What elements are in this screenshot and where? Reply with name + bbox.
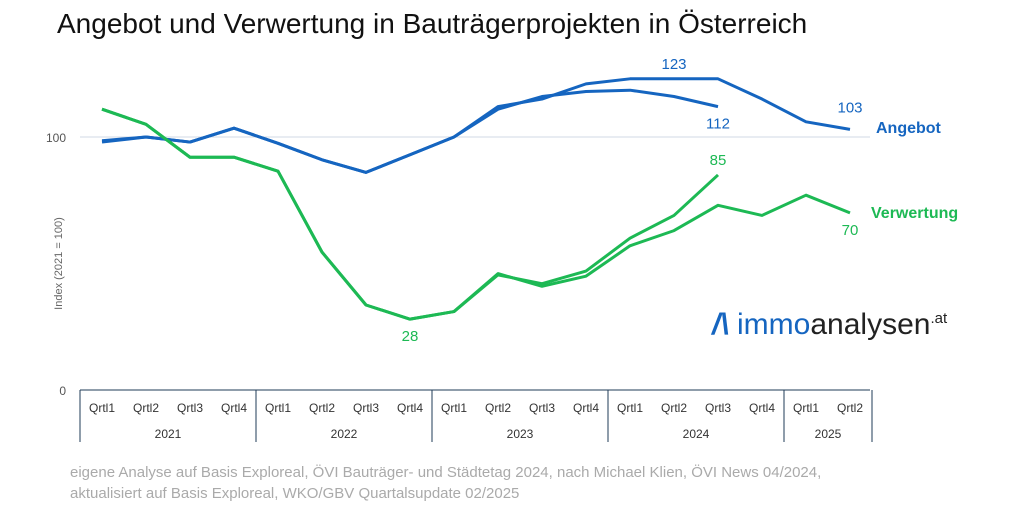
x-tick-label: Qrtl2 [661, 401, 687, 415]
x-tick-label: Qrtl2 [485, 401, 511, 415]
y-axis-label: Index (2021 = 100) [53, 217, 65, 310]
data-label: 28 [402, 328, 419, 345]
x-tick-label: Qrtl1 [617, 401, 643, 415]
year-label: 2021 [155, 427, 182, 441]
x-tick-label: Qrtl2 [133, 401, 159, 415]
series-line [101, 88, 719, 174]
x-tick-label: Qrtl3 [529, 401, 555, 415]
logo: /\ immoanalysen.at [712, 308, 947, 342]
data-label: 123 [661, 56, 686, 73]
x-tick-label: Qrtl1 [441, 401, 467, 415]
x-tick-label: Qrtl4 [573, 401, 599, 415]
logo-text-main: immo [737, 308, 811, 341]
x-tick-label: Qrtl4 [221, 401, 247, 415]
series-name-label: Verwertung [871, 205, 958, 222]
logo-mark: /\ [712, 308, 729, 341]
x-tick-label: Qrtl1 [265, 401, 291, 415]
source-line: aktualisiert auf Basis Exploreal, WKO/GB… [70, 485, 520, 502]
y-tick-label: 100 [46, 131, 66, 145]
x-tick-label: Qrtl3 [353, 401, 379, 415]
data-label: 112 [706, 116, 730, 133]
data-label: 103 [837, 99, 862, 116]
series-name-label: Angebot [876, 120, 942, 137]
series-line [101, 107, 851, 321]
x-tick-label: Qrtl3 [177, 401, 203, 415]
x-tick-label: Qrtl2 [309, 401, 335, 415]
x-tick-label: Qrtl2 [837, 401, 863, 415]
logo-suffix: .at [930, 310, 948, 327]
logo-text-second: analysen [810, 308, 931, 341]
source-line: eigene Analyse auf Basis Exploreal, ÖVI … [70, 464, 822, 481]
data-label: 70 [842, 222, 859, 239]
year-label: 2025 [815, 427, 842, 441]
x-tick-label: Qrtl4 [397, 401, 423, 415]
x-tick-label: Qrtl3 [705, 401, 731, 415]
chart-title: Angebot und Verwertung in Bauträgerproje… [57, 8, 808, 39]
source-note: eigene Analyse auf Basis Exploreal, ÖVI … [70, 462, 821, 504]
year-label: 2024 [683, 427, 710, 441]
year-label: 2022 [331, 427, 358, 441]
x-tick-label: Qrtl4 [749, 401, 775, 415]
y-tick-label: 0 [59, 384, 66, 398]
x-tick-label: Qrtl1 [89, 401, 115, 415]
year-label: 2023 [507, 427, 534, 441]
data-label: 85 [710, 152, 727, 169]
x-tick-label: Qrtl1 [793, 401, 819, 415]
